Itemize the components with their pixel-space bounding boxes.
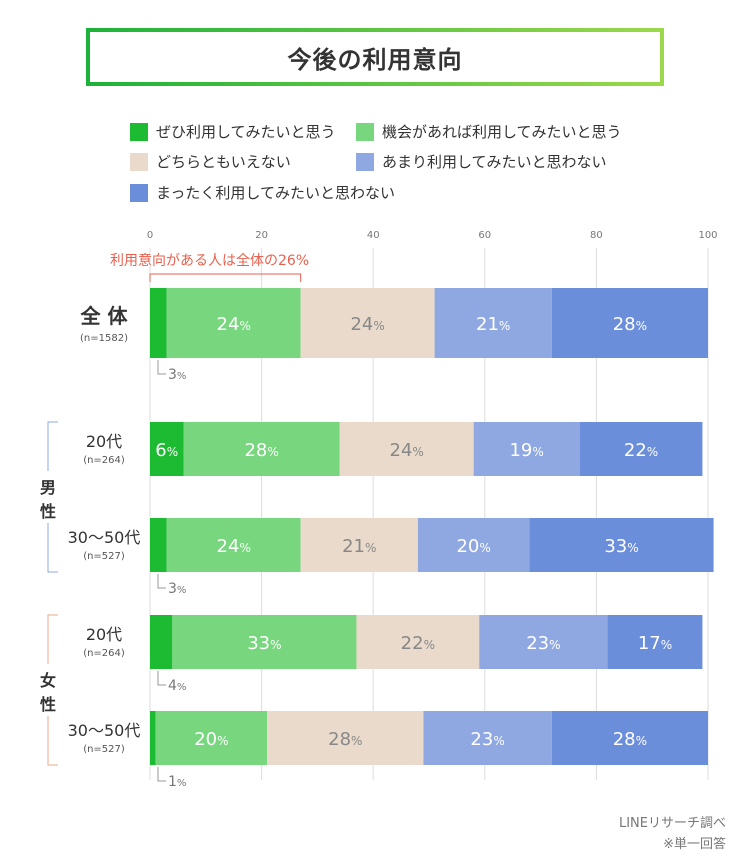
legend-item-neutral: どちらともいえない xyxy=(130,153,291,171)
legend-label: あまり利用してみたいと思わない xyxy=(382,153,607,171)
bar-segment xyxy=(267,711,424,765)
data-label: 4% xyxy=(168,678,186,694)
chart-title: 今後の利用意向 xyxy=(86,28,664,86)
data-label: 24% xyxy=(390,440,424,461)
data-label: 23% xyxy=(470,729,504,750)
annotation-text: 利用意向がある人は全体の26% xyxy=(110,252,309,269)
legend-label: 機会があれば利用してみたいと思う xyxy=(382,123,622,141)
legend-swatch xyxy=(130,184,148,202)
bar-segment xyxy=(434,288,552,358)
data-label: 3% xyxy=(168,367,186,383)
bar-segment xyxy=(150,518,167,572)
data-label: 21% xyxy=(476,314,510,335)
x-tick-label: 0 xyxy=(147,230,153,241)
row-label: 20代 xyxy=(86,432,122,451)
bar-segment xyxy=(607,615,703,669)
bar-segment xyxy=(473,422,580,476)
bar-segment xyxy=(356,615,480,669)
leader-line xyxy=(157,671,166,686)
legend-swatch xyxy=(130,153,148,171)
data-label: 3% xyxy=(168,581,186,597)
data-label: 28% xyxy=(613,314,647,335)
female-group-label: 女 xyxy=(40,671,56,690)
legend-item-would-if: 機会があれば利用してみたいと思う xyxy=(356,123,622,141)
data-label: 19% xyxy=(509,440,543,461)
source-note: LINEリサーチ調べ xyxy=(618,816,726,831)
bar-segment xyxy=(479,615,608,669)
row-label: 20代 xyxy=(86,625,122,644)
row-sample-size: (n=264) xyxy=(83,648,125,659)
bar-segment xyxy=(551,288,708,358)
bar-segment xyxy=(150,711,156,765)
data-label: 28% xyxy=(328,729,362,750)
data-label: 24% xyxy=(350,314,384,335)
data-label: 24% xyxy=(217,536,251,557)
data-label: 20% xyxy=(456,536,490,557)
male-group-label: 男 xyxy=(40,478,56,497)
data-label: 33% xyxy=(247,633,281,654)
x-tick-label: 40 xyxy=(367,230,380,241)
bar-segment xyxy=(172,615,357,669)
bar-segment xyxy=(551,711,708,765)
bar-segment xyxy=(150,288,167,358)
x-tick-label: 60 xyxy=(478,230,491,241)
row-label: 30〜50代 xyxy=(68,721,141,740)
data-label: 1% xyxy=(168,774,186,790)
data-label: 6% xyxy=(155,440,178,461)
answer-type-note: ※単一回答 xyxy=(663,837,726,852)
data-label: 28% xyxy=(613,729,647,750)
leader-line xyxy=(157,767,166,782)
annotation-bracket xyxy=(149,273,302,282)
row-sample-size: (n=527) xyxy=(83,551,125,562)
male-group-label-bg xyxy=(38,471,58,523)
bar-segment xyxy=(300,288,435,358)
bar-segment xyxy=(150,422,184,476)
legend-label: まったく利用してみたいと思わない xyxy=(156,184,395,202)
bar-segment xyxy=(166,518,301,572)
x-tick-label: 80 xyxy=(590,230,603,241)
leader-line xyxy=(157,360,166,375)
data-label: 33% xyxy=(604,536,638,557)
legend-item-definitely: ぜひ利用してみたいと思う xyxy=(130,123,336,141)
female-group-label-bg xyxy=(38,664,58,716)
x-tick-label: 20 xyxy=(255,230,268,241)
data-label: 21% xyxy=(342,536,376,557)
legend-item-not-at-all: まったく利用してみたいと思わない xyxy=(130,184,395,202)
row-label: 全 体 xyxy=(80,304,129,328)
male-group-label: 性 xyxy=(40,502,56,521)
bar-segment xyxy=(529,518,714,572)
data-label: 23% xyxy=(526,633,560,654)
bar-segment xyxy=(423,711,552,765)
bar-segment xyxy=(183,422,340,476)
bar-segment xyxy=(300,518,418,572)
bar-segment xyxy=(155,711,268,765)
bar-segment xyxy=(150,615,173,669)
data-label: 24% xyxy=(217,314,251,335)
row-sample-size: (n=1582) xyxy=(80,333,128,344)
legend-item-not-much: あまり利用してみたいと思わない xyxy=(356,153,607,171)
row-label: 30〜50代 xyxy=(68,528,141,547)
data-label: 22% xyxy=(624,440,658,461)
data-label: 28% xyxy=(244,440,278,461)
bar-segment xyxy=(579,422,703,476)
row-sample-size: (n=527) xyxy=(83,744,125,755)
bar-segment xyxy=(166,288,301,358)
bar-segment xyxy=(339,422,474,476)
bar-segment xyxy=(417,518,530,572)
data-label: 17% xyxy=(638,633,672,654)
legend-swatch xyxy=(356,123,374,141)
x-tick-label: 100 xyxy=(698,230,717,241)
legend-swatch xyxy=(356,153,374,171)
row-sample-size: (n=264) xyxy=(83,455,125,466)
leader-line xyxy=(157,574,166,589)
data-label: 22% xyxy=(401,633,435,654)
legend-label: どちらともいえない xyxy=(156,153,291,171)
data-label: 20% xyxy=(194,729,228,750)
legend-swatch xyxy=(130,123,148,141)
female-group-label: 性 xyxy=(40,695,56,714)
legend-label: ぜひ利用してみたいと思う xyxy=(156,123,336,141)
